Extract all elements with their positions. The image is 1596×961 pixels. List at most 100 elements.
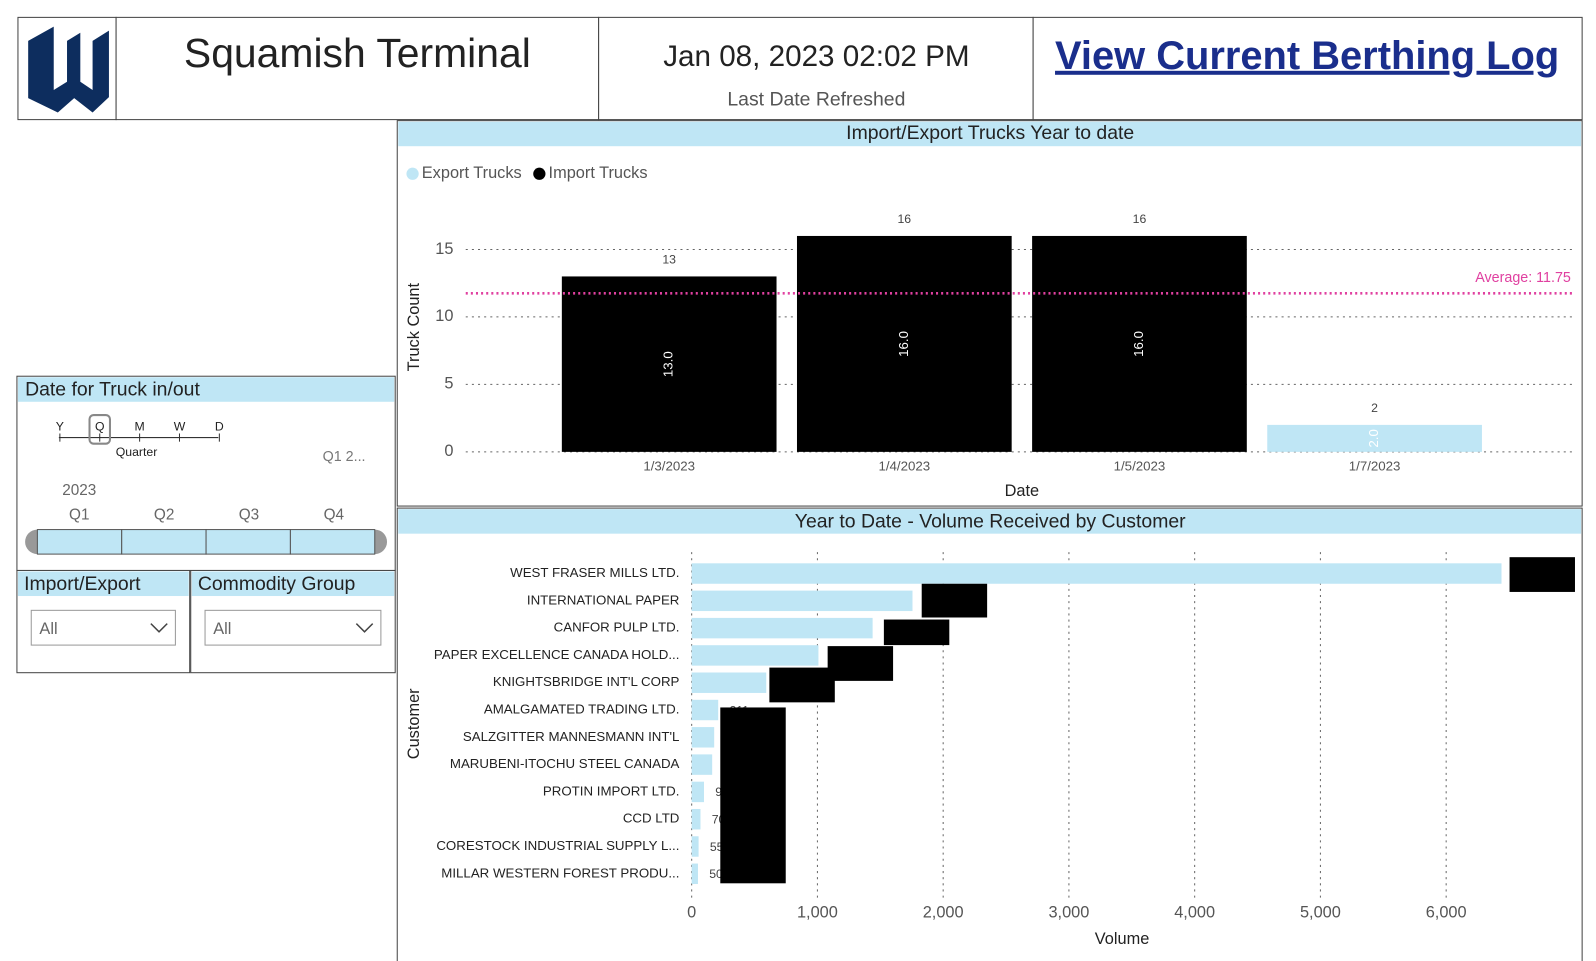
bar <box>691 645 819 666</box>
quarter-label: Q2 <box>154 506 174 523</box>
filter-dropdown[interactable] <box>204 609 382 646</box>
refresh-box <box>598 16 1034 121</box>
redaction <box>883 619 950 646</box>
slicer-selection: Q1 2... <box>323 449 366 465</box>
granularity-selected <box>88 414 111 445</box>
bar <box>691 563 1502 584</box>
bar <box>561 276 777 452</box>
dropdown-chevron <box>355 623 374 633</box>
bar <box>691 699 719 721</box>
bar <box>691 617 873 639</box>
y-tick-label: 15 <box>435 240 453 258</box>
quarter-label: Q3 <box>239 506 259 523</box>
filters: Import/Export All Commodity Group All <box>16 569 396 674</box>
y-tick-label: SALZGITTER MANNESMANN INT'L <box>463 729 680 744</box>
quarter-cell[interactable] <box>121 529 207 555</box>
granularity-option[interactable]: W <box>174 420 186 434</box>
redactions <box>720 557 1575 884</box>
filter-title: Import/Export <box>24 573 141 595</box>
link-box <box>1032 16 1583 121</box>
quarter-cell[interactable] <box>205 529 291 555</box>
slicer-year: 2023 <box>62 482 96 499</box>
y-tick-label: WEST FRASER MILLS LTD. <box>510 565 679 580</box>
inside-label: 13.0 <box>661 351 676 377</box>
redaction <box>720 707 786 884</box>
x-tick-label: 1/7/2023 <box>1349 459 1401 474</box>
y-tick-label: MILLAR WESTERN FOREST PRODU... <box>441 865 679 880</box>
bar <box>691 590 913 612</box>
y-tick-label: 0 <box>444 442 453 460</box>
x-axis-label: Date <box>1005 482 1040 500</box>
legend-label: Import Trucks <box>549 164 648 182</box>
bar <box>796 235 1012 452</box>
x-tick-label: 1/3/2023 <box>643 459 695 474</box>
redaction <box>1509 557 1575 592</box>
slicer-title-bar <box>17 377 395 402</box>
title-box <box>115 16 600 121</box>
chart-title-bar <box>398 509 1582 534</box>
quarter-label: Q1 <box>69 506 89 523</box>
filter-dropdown[interactable] <box>30 609 176 646</box>
bar <box>691 781 704 803</box>
legend-label: Export Trucks <box>422 164 522 182</box>
granularity-option[interactable]: Q <box>95 420 105 434</box>
redaction <box>827 646 894 681</box>
x-tick-label: 1/5/2023 <box>1114 459 1166 474</box>
quarter-cells: Q1 Q2 Q3 Q4 <box>36 506 376 555</box>
bar <box>691 808 701 830</box>
data-label: 16 <box>898 212 912 226</box>
x-axis-label: Volume <box>1095 930 1150 948</box>
x-tick-label: 4,000 <box>1174 903 1215 921</box>
quarter-cell[interactable] <box>289 529 376 555</box>
legend-swatch <box>406 167 419 180</box>
y-tick-label: KNIGHTSBRIDGE INT'L CORP <box>493 674 680 689</box>
chart-title: Year to Date - Volume Received by Custom… <box>795 511 1186 533</box>
filter-value: All <box>39 620 57 638</box>
y-tick-label: 10 <box>435 307 453 325</box>
x-tick-label: 3,000 <box>1048 903 1089 921</box>
berthing-log-link[interactable]: View Current Berthing Log <box>1055 34 1559 78</box>
bar <box>691 672 767 693</box>
bar <box>691 836 699 857</box>
charts: Import/Export Trucks Year to date Export … <box>398 121 1582 948</box>
inside-label: 16.0 <box>1131 331 1146 357</box>
y-tick-label: MARUBENI-ITOCHU STEEL CANADA <box>450 756 680 771</box>
filter-title-bar <box>17 571 189 597</box>
slicer-title: Date for Truck in/out <box>25 379 200 401</box>
inside-label: 2.0 <box>1366 429 1381 447</box>
x-tick-label: 1,000 <box>797 903 838 921</box>
y-tick-label: CCD LTD <box>623 811 680 826</box>
average-label: Average: 11.75 <box>1475 270 1571 286</box>
granularity-option[interactable]: D <box>215 420 224 434</box>
granularity-label: Quarter <box>116 445 158 459</box>
x-tick-label: 1/4/2023 <box>878 459 930 474</box>
redaction <box>921 583 988 618</box>
logo <box>28 26 109 113</box>
data-label: 2 <box>1371 401 1378 415</box>
quarter-label: Q4 <box>324 506 345 523</box>
data-label: 16 <box>1133 212 1147 226</box>
inside-label: 16.0 <box>896 331 911 357</box>
filter-title: Commodity Group <box>198 573 355 595</box>
granularity-option[interactable]: Y <box>56 420 64 434</box>
y-tick-label: AMALGAMATED TRADING LTD. <box>484 702 680 717</box>
quarter-cell[interactable] <box>36 529 123 555</box>
x-tick-label: 0 <box>687 903 696 921</box>
dropdown-chevron <box>150 623 168 633</box>
y-tick-label: CANFOR PULP LTD. <box>554 620 680 635</box>
chart-title: Import/Export Trucks Year to date <box>846 122 1134 144</box>
y-tick-label: PAPER EXCELLENCE CANADA HOLD... <box>434 647 680 662</box>
filter-value: All <box>213 620 231 638</box>
x-tick-label: 5,000 <box>1300 903 1341 921</box>
y-tick-label: 5 <box>444 375 453 393</box>
x-tick-label: 6,000 <box>1426 903 1467 921</box>
y-tick-label: PROTIN IMPORT LTD. <box>543 783 680 798</box>
bar <box>1267 424 1482 452</box>
x-tick-label: 2,000 <box>923 903 964 921</box>
data-label: 13 <box>662 252 676 266</box>
page-title: Squamish Terminal <box>184 30 531 76</box>
granularity-option[interactable]: M <box>135 420 145 434</box>
bar <box>691 754 713 775</box>
